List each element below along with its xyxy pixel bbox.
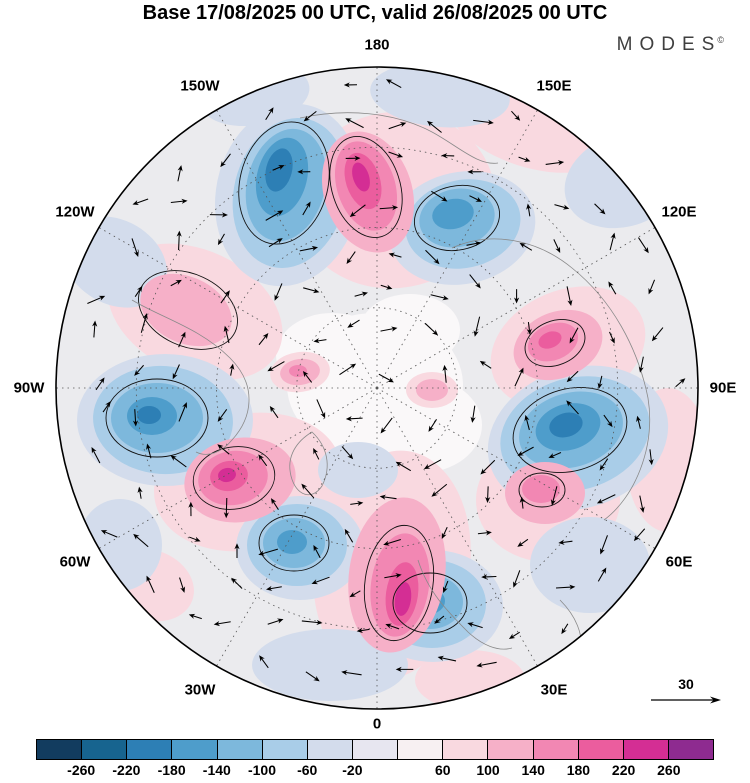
colorbar-tick: 180 xyxy=(566,762,591,778)
modes-logo-mark: © xyxy=(717,34,724,45)
colorbar-cell xyxy=(397,740,443,759)
colorbar-cell xyxy=(487,740,533,759)
colorbar-tick: 140 xyxy=(521,762,545,778)
colorbar-tick: -260 xyxy=(67,762,96,778)
colorbar-cell xyxy=(37,740,82,759)
polar-map xyxy=(55,66,699,710)
meridian-label-60w: 60W xyxy=(59,553,91,571)
colorbar-tick: 100 xyxy=(476,762,500,778)
map-outline xyxy=(55,66,699,710)
colorbar-cell xyxy=(577,740,623,759)
colorbar-cell xyxy=(81,740,127,759)
anomaly-field xyxy=(56,67,698,709)
colorbar-cell xyxy=(622,740,668,759)
meridian-label-90w: 90W xyxy=(13,379,45,397)
meridian-label-180: 180 xyxy=(364,36,390,54)
wind-reference-arrow xyxy=(651,696,721,704)
page-title: Base 17/08/2025 00 UTC, valid 26/08/2025… xyxy=(142,2,608,24)
colorbar-cell xyxy=(667,740,714,759)
meridian-label-60e: 60E xyxy=(665,553,693,571)
colorbar-tick: 60 xyxy=(435,762,451,778)
meridian-label-30e: 30E xyxy=(540,681,568,699)
colorbar-cell xyxy=(351,740,398,759)
colorbar: -260 -220 -180 -140 -100 -60 -20 60 100 140 180 220… xyxy=(36,739,714,782)
meridian-label-90e: 90E xyxy=(709,379,737,397)
modes-logo-text: MODES xyxy=(616,34,722,55)
colorbar-tick: -140 xyxy=(202,762,231,778)
colorbar-tick: 220 xyxy=(611,762,636,778)
meridian-label-150e: 150E xyxy=(536,77,572,95)
colorbar-cell xyxy=(306,740,352,759)
colorbar-cell xyxy=(532,740,578,759)
contour-lines xyxy=(105,121,628,642)
colorbar-tick: -220 xyxy=(112,762,141,778)
colorbar-cells xyxy=(36,739,714,760)
wind-reference: 30 xyxy=(646,676,726,711)
colorbar-tick: 260 xyxy=(657,762,681,778)
meridian-label-150w: 150W xyxy=(180,77,220,95)
graticule xyxy=(56,67,698,709)
colorbar-tick: -60 xyxy=(297,762,318,778)
wind-reference-value: 30 xyxy=(678,676,694,692)
modes-logo: MODES© xyxy=(617,34,724,56)
meridian-label-30w: 30W xyxy=(184,681,216,699)
colorbar-tick: -100 xyxy=(247,762,277,778)
meridian-label-0: 0 xyxy=(372,715,382,733)
colorbar-cell xyxy=(126,740,172,759)
colorbar-cell xyxy=(261,740,307,759)
meridian-label-120w: 120W xyxy=(55,203,95,221)
colorbar-tick: -180 xyxy=(157,762,186,778)
colorbar-tick-labels: -260 -220 -180 -140 -100 -60 -20 60 100 140 180 220… xyxy=(36,762,714,782)
colorbar-cell xyxy=(216,740,262,759)
colorbar-cell xyxy=(171,740,217,759)
colorbar-tick: -20 xyxy=(342,762,363,778)
colorbar-cell xyxy=(442,740,488,759)
wind-vectors-layer xyxy=(87,79,686,682)
meridian-label-120e: 120E xyxy=(661,203,697,221)
